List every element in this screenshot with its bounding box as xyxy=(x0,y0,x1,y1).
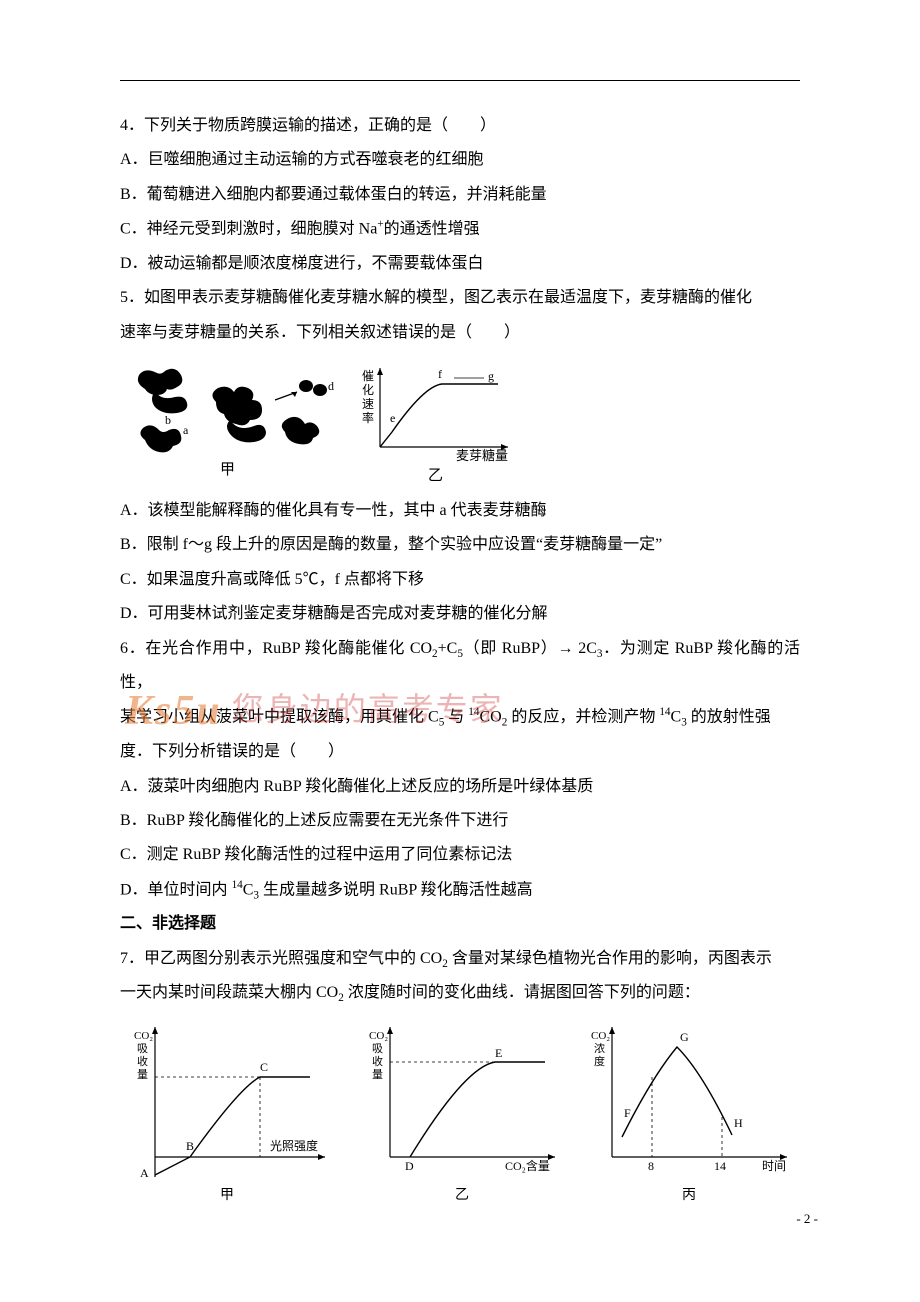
svg-text:CO₂: CO₂ xyxy=(369,1030,388,1042)
q6-stem-line3: 度．下列分析错误的是（ ） xyxy=(120,735,800,769)
q5-option-a: A．该模型能解释酶的催化具有专一性，其中 a 代表麦芽糖酶 xyxy=(120,494,800,528)
svg-text:浓: 浓 xyxy=(594,1042,605,1055)
q7-panel-bing: CO₂ 浓 度 F G H 8 14 时间 丙 xyxy=(591,1027,787,1203)
svg-text:量: 量 xyxy=(372,1068,383,1081)
svg-text:b: b xyxy=(165,413,171,427)
q7-svg: CO₂ 吸 收 量 A B C 光照强度 甲 CO₂ xyxy=(120,1017,800,1207)
svg-text:吸: 吸 xyxy=(372,1043,383,1055)
q6-stem-line1: 6．在光合作用中，RuBP 羧化酶能催化 CO2+C5（即 RuBP）→ 2C3… xyxy=(120,632,800,701)
svg-text:乙: 乙 xyxy=(455,1187,469,1203)
svg-text:量: 量 xyxy=(137,1068,148,1081)
svg-text:速: 速 xyxy=(362,397,374,411)
q6-option-b: B．RuBP 羧化酶催化的上述反应需要在无光条件下进行 xyxy=(120,804,800,838)
q7-figure: CO₂ 吸 收 量 A B C 光照强度 甲 CO₂ xyxy=(120,1017,800,1207)
q6-stem-line2: 某学习小组从菠菜叶中提取该酶，用其催化 C5 与 14CO2 的反应，并检测产物… xyxy=(120,700,800,735)
svg-text:乙: 乙 xyxy=(428,468,443,484)
q6-option-c: C．测定 RuBP 羧化酶活性的过程中运用了同位素标记法 xyxy=(120,838,800,872)
q5-option-b: B．限制 f～g 段上升的原因是酶的数量，整个实验中应设置“麦芽糖酶量一定” xyxy=(120,528,800,562)
svg-text:g: g xyxy=(488,369,494,383)
q5-option-d: D．可用斐林试剂鉴定麦芽糖酶是否完成对麦芽糖的催化分解 xyxy=(120,597,800,631)
svg-text:收: 收 xyxy=(137,1054,148,1068)
q4-option-b: B．葡萄糖进入细胞内都要通过载体蛋白的转运，并消耗能量 xyxy=(120,178,800,212)
q7-panel-yi: CO₂ 吸 收 量 D E CO₂含量 乙 xyxy=(369,1027,555,1203)
svg-text:H: H xyxy=(734,1116,743,1130)
svg-text:光照强度: 光照强度 xyxy=(270,1138,318,1153)
svg-text:d: d xyxy=(328,379,334,393)
svg-text:CO₂含量: CO₂含量 xyxy=(505,1158,550,1173)
svg-text:F: F xyxy=(624,1106,631,1120)
svg-text:c: c xyxy=(243,429,248,443)
svg-text:a: a xyxy=(183,423,189,437)
svg-text:度: 度 xyxy=(594,1054,605,1068)
q5-stem-line2: 速率与麦芽糖量的关系．下列相关叙述错误的是（ ） xyxy=(120,316,800,350)
svg-text:D: D xyxy=(405,1159,414,1173)
svg-text:B: B xyxy=(186,1139,194,1153)
svg-text:CO₂: CO₂ xyxy=(591,1030,610,1042)
svg-text:A: A xyxy=(140,1166,149,1180)
q5-option-c: C．如果温度升高或降低 5℃，f 点都将下移 xyxy=(120,563,800,597)
svg-text:收: 收 xyxy=(372,1054,383,1068)
page-number: - 2 - xyxy=(796,1211,818,1227)
svg-text:G: G xyxy=(680,1030,689,1044)
svg-text:丙: 丙 xyxy=(682,1188,696,1203)
svg-text:8: 8 xyxy=(648,1159,654,1173)
q7-stem-line2: 一天内某时间段蔬菜大棚内 CO2 浓度随时间的变化曲线．请据图回答下列的问题： xyxy=(120,976,800,1010)
svg-text:催: 催 xyxy=(362,369,374,383)
svg-text:f: f xyxy=(438,367,442,381)
svg-text:甲: 甲 xyxy=(220,1188,234,1203)
top-rule xyxy=(120,80,800,81)
svg-text:麦芽糖量: 麦芽糖量 xyxy=(456,448,508,463)
q5-figure: b a c d xyxy=(120,356,800,486)
q7-stem-line1: 7．甲乙两图分别表示光照强度和空气中的 CO2 含量对某绿色植物光合作用的影响，… xyxy=(120,942,800,976)
q6-option-d: D．单位时间内 14C3 生成量越多说明 RuBP 羧化酶活性越高 xyxy=(120,873,800,908)
q4-option-c: C．神经元受到刺激时，细胞膜对 Na+的通透性增强 xyxy=(120,212,800,247)
svg-text:E: E xyxy=(495,1046,502,1060)
q4-option-a: A．巨噬细胞通过主动运输的方式吞噬衰老的红细胞 xyxy=(120,143,800,177)
q6-option-a: A．菠菜叶肉细胞内 RuBP 羧化酶催化上述反应的场所是叶绿体基质 xyxy=(120,770,800,804)
svg-text:14: 14 xyxy=(714,1159,726,1173)
q5-stem-line1: 5．如图甲表示麦芽糖酶催化麦芽糖水解的模型，图乙表示在最适温度下，麦芽糖酶的催化 xyxy=(120,281,800,315)
svg-text:时间: 时间 xyxy=(762,1159,786,1173)
page: Ks5u 您身边的高考专家 4．下列关于物质跨膜运输的描述，正确的是（ ） A．… xyxy=(0,0,920,1255)
svg-text:甲: 甲 xyxy=(220,462,235,478)
q7-panel-jia: CO₂ 吸 收 量 A B C 光照强度 甲 xyxy=(134,1027,325,1203)
svg-text:C: C xyxy=(260,1060,268,1074)
svg-text:CO₂: CO₂ xyxy=(134,1030,153,1042)
q4-stem: 4．下列关于物质跨膜运输的描述，正确的是（ ） xyxy=(120,109,800,143)
q5-panel-jia: b a c d xyxy=(138,369,334,478)
q5-panel-yi: 催 化 速 率 e f g 麦芽糖量 乙 xyxy=(362,367,508,484)
q4-option-d: D．被动运输都是顺浓度梯度进行，不需要载体蛋白 xyxy=(120,247,800,281)
section2-heading: 二、非选择题 xyxy=(120,907,800,941)
svg-text:吸: 吸 xyxy=(137,1043,148,1055)
q5-svg: b a c d xyxy=(120,356,520,486)
svg-text:e: e xyxy=(390,411,395,425)
svg-text:化: 化 xyxy=(362,383,374,397)
svg-text:率: 率 xyxy=(362,410,374,425)
